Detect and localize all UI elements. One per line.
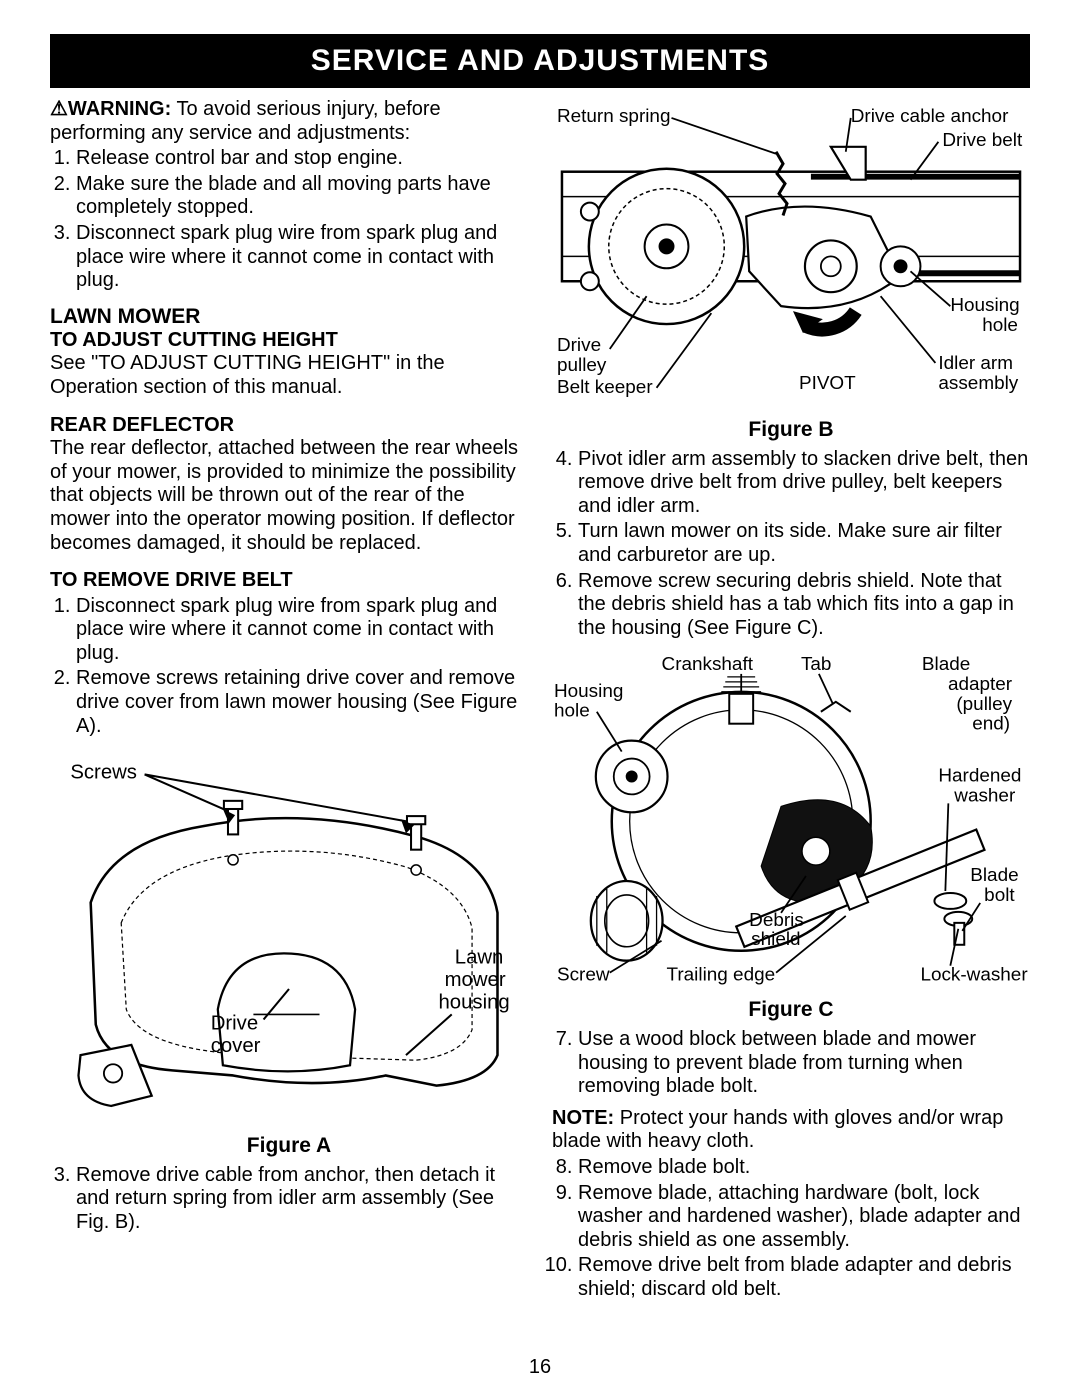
note-text: Protect your hands with gloves and/or wr… [552,1107,1003,1153]
figC-label: Tab [801,654,831,675]
figC-label: Blade [922,654,970,675]
figC-label: Screw [557,965,610,986]
remove-belt-item: Remove drive cable from anchor, then det… [76,1164,528,1235]
figA-label-cover: cover [211,1035,261,1057]
remove-belt-item: Remove screws retaining drive cover and … [76,667,528,738]
step: Remove blade bolt. [578,1156,1030,1180]
remove-belt-list-a: Disconnect spark plug wire from spark pl… [50,595,528,739]
step: Turn lawn mower on its side. Make sure a… [578,520,1030,567]
figB-label: Drive cable anchor [851,106,1009,127]
figB-label: PIVOT [799,373,856,394]
warning-block: ⚠WARNING: To avoid serious injury, befor… [50,98,528,293]
figure-b-diagram: Return spring Drive cable anchor Drive b… [552,102,1030,411]
figA-label-mower: mower [445,969,506,991]
figC-label: shield [751,929,800,950]
figC-label: Hardened [938,766,1021,787]
figure-a-title: Figure A [50,1134,528,1158]
figC-label: Debris [749,910,804,931]
remove-belt-item: Disconnect spark plug wire from spark pl… [76,595,528,666]
figC-label: bolt [984,885,1015,906]
rear-deflector-text: The rear deflector, attached between the… [50,437,528,555]
warning-item: Disconnect spark plug wire from spark pl… [76,222,528,293]
figure-a-diagram: Screws Lawn mower housing Drive cover [50,750,528,1126]
figB-label: Return spring [557,106,671,127]
right-steps-8-10: Remove blade bolt. Remove blade, attachi… [552,1156,1030,1302]
left-column: ⚠WARNING: To avoid serious injury, befor… [50,98,528,1310]
figB-label: Belt keeper [557,377,653,398]
figC-label: end) [972,714,1010,735]
warning-list: Release control bar and stop engine. Mak… [50,147,528,293]
warning-item: Make sure the blade and all moving parts… [76,173,528,220]
figA-label-housing: housing [439,992,510,1014]
rear-deflector-heading: REAR DEFLECTOR [50,414,528,438]
figC-label: washer [953,786,1015,807]
remove-belt-list-b: Remove drive cable from anchor, then det… [50,1164,528,1235]
note-prefix: NOTE: [552,1107,614,1129]
step: Use a wood block between blade and mower… [578,1028,1030,1099]
figA-label-drive: Drive [211,1013,258,1035]
right-steps-4-6: Pivot idler arm assembly to slacken driv… [552,448,1030,641]
warning-item: Release control bar and stop engine. [76,147,528,171]
figB-label: pulley [557,355,607,376]
figB-label: Drive [557,335,601,356]
warning-prefix: ⚠WARNING: [50,98,171,120]
figB-label: Housing [950,295,1019,316]
figC-label: Lock-washer [920,965,1027,986]
figC-label: Crankshaft [662,654,754,675]
figC-label: Trailing edge [667,965,776,986]
note-block: NOTE: Protect your hands with gloves and… [552,1107,1030,1154]
figB-label: Drive belt [942,130,1023,151]
figB-label: hole [982,315,1018,336]
figB-label: assembly [938,373,1018,394]
adjust-height-text: See "TO ADJUST CUTTING HEIGHT" in the Op… [50,352,528,399]
manual-page: SERVICE AND ADJUSTMENTS ⚠WARNING: To avo… [0,0,1080,1397]
step: Remove drive belt from blade adapter and… [578,1254,1030,1301]
right-steps-7: Use a wood block between blade and mower… [552,1028,1030,1099]
section-banner: SERVICE AND ADJUSTMENTS [50,34,1030,88]
figC-label: Blade [970,865,1018,886]
remove-belt-heading: TO REMOVE DRIVE BELT [50,569,528,593]
figB-label: Idler arm [938,353,1013,374]
step: Remove blade, attaching hardware (bolt, … [578,1182,1030,1253]
two-column-layout: ⚠WARNING: To avoid serious injury, befor… [50,98,1030,1310]
figure-c-title: Figure C [552,998,1030,1022]
figC-label: Housing [554,681,623,702]
figA-label-screws: Screws [70,762,137,784]
figC-label: adapter [948,674,1012,695]
right-column: Return spring Drive cable anchor Drive b… [552,98,1030,1310]
figure-b-title: Figure B [552,418,1030,442]
figA-label-lawn: Lawn [455,947,504,969]
page-number: 16 [0,1356,1080,1379]
figC-label: hole [554,701,590,722]
figC-label: (pulley [956,694,1012,715]
lawn-mower-heading: LAWN MOWER [50,305,528,329]
step: Remove screw securing debris shield. Not… [578,570,1030,641]
step: Pivot idler arm assembly to slacken driv… [578,448,1030,519]
figure-c-diagram: Crankshaft Tab Blade adapter (pulley end… [552,652,1030,991]
adjust-height-heading: TO ADJUST CUTTING HEIGHT [50,329,528,353]
